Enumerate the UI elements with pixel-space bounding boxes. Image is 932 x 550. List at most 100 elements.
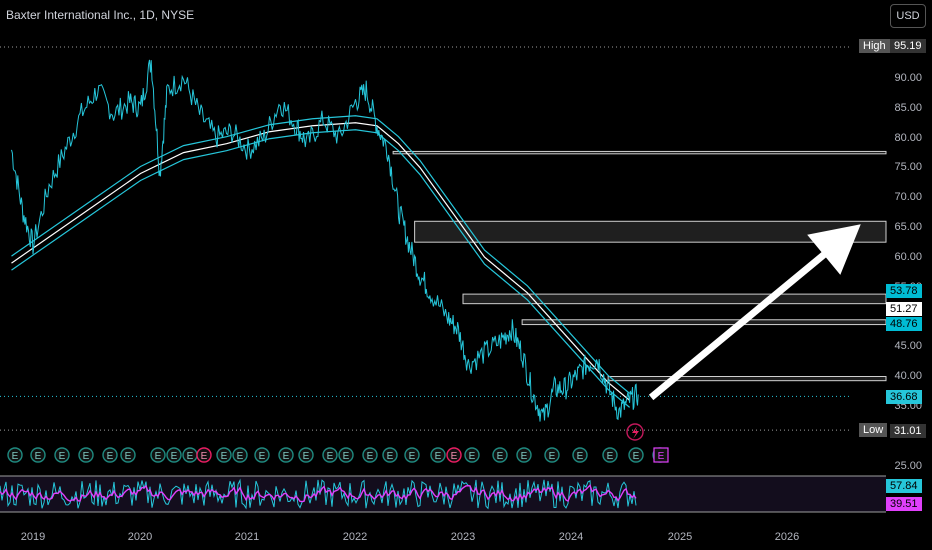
earnings-event-ring bbox=[492, 447, 508, 463]
earnings-event-letter: E bbox=[283, 451, 290, 462]
earnings-event-icon: E bbox=[182, 447, 198, 463]
earnings-event-icon: E bbox=[362, 447, 378, 463]
projection-arrow[interactable] bbox=[648, 224, 861, 401]
earnings-event-letter: E bbox=[35, 451, 42, 462]
earnings-event-icon: E bbox=[602, 447, 618, 463]
ma-lower-band bbox=[11, 129, 631, 408]
oscillator-value-primary: 57.84 bbox=[886, 479, 922, 493]
time-tick-label: 2026 bbox=[774, 531, 800, 543]
earnings-event-icon: E bbox=[78, 447, 94, 463]
earnings-event-icon: E bbox=[30, 447, 46, 463]
earnings-event-icon: E bbox=[516, 447, 532, 463]
earnings-event-icon: E bbox=[628, 447, 644, 463]
earnings-event-letter: E bbox=[497, 451, 504, 462]
earnings-event-letter: E bbox=[577, 451, 584, 462]
earnings-event-ring bbox=[464, 447, 480, 463]
price-line bbox=[11, 59, 639, 422]
earnings-event-icon: E bbox=[102, 447, 118, 463]
price-marker: 53.78 bbox=[886, 284, 922, 298]
earnings-event-ring bbox=[120, 447, 136, 463]
earnings-event-letter: E bbox=[83, 451, 90, 462]
earnings-event-ring bbox=[254, 447, 270, 463]
earnings-events-row: EEEEEEEEEEEEEEEEEEEEEEEEEEEEEEE bbox=[7, 423, 669, 463]
upcoming-earnings-letter: E bbox=[658, 451, 665, 462]
zone-rect bbox=[521, 319, 887, 326]
price-tick-label: 60.00 bbox=[894, 251, 922, 263]
time-tick-label: 2021 bbox=[234, 531, 260, 543]
lightning-icon bbox=[626, 423, 644, 441]
price-marker: 48.76 bbox=[886, 317, 922, 331]
earnings-event-icon: E bbox=[338, 447, 354, 463]
earnings-event-icon: E bbox=[544, 447, 560, 463]
earnings-event-letter: E bbox=[221, 451, 228, 462]
earnings-event-icon: E bbox=[7, 447, 23, 463]
earnings-event-ring bbox=[572, 447, 588, 463]
earnings-event-icon: E bbox=[404, 447, 420, 463]
time-tick-label: 2020 bbox=[127, 531, 153, 543]
price-tick-label: 85.00 bbox=[894, 102, 922, 114]
earnings-event-letter: E bbox=[387, 451, 394, 462]
lightning-icon-ring bbox=[626, 423, 644, 441]
earnings-event-letter: E bbox=[409, 451, 416, 462]
earnings-event-letter: E bbox=[59, 451, 66, 462]
earnings-event-ring bbox=[54, 447, 70, 463]
zone-rect bbox=[414, 220, 887, 243]
earnings-event-letter: E bbox=[521, 451, 528, 462]
earnings-event-ring bbox=[544, 447, 560, 463]
price-tick-label: 45.00 bbox=[894, 340, 922, 352]
earnings-event-icon: E bbox=[572, 447, 588, 463]
time-tick-label: 2023 bbox=[450, 531, 476, 543]
earnings-event-icon: E bbox=[54, 447, 70, 463]
earnings-event-letter: E bbox=[607, 451, 614, 462]
earnings-event-letter: E bbox=[187, 451, 194, 462]
symbol-title: Baxter International Inc., 1D, NYSE bbox=[6, 8, 195, 22]
earnings-event-letter: E bbox=[12, 451, 19, 462]
price-series bbox=[11, 59, 639, 422]
time-tick-label: 2025 bbox=[667, 531, 693, 543]
earnings-event-icon: E bbox=[298, 447, 314, 463]
earnings-event-icon: E bbox=[254, 447, 270, 463]
earnings-event-icon: E bbox=[464, 447, 480, 463]
earnings-event-icon: E bbox=[216, 447, 232, 463]
price-marker: 51.27 bbox=[886, 302, 922, 316]
oscillator-line-primary bbox=[0, 478, 637, 510]
earnings-event-ring bbox=[516, 447, 532, 463]
earnings-event-icon: E bbox=[430, 447, 446, 463]
earnings-event-letter: E bbox=[469, 451, 476, 462]
earnings-event-letter: E bbox=[633, 451, 640, 462]
earnings-event-letter: E bbox=[327, 451, 334, 462]
high-value: 95.19 bbox=[890, 39, 926, 53]
price-tick-label: 40.00 bbox=[894, 370, 922, 382]
earnings-event-icon: E bbox=[196, 447, 212, 463]
earnings-event-ring bbox=[382, 447, 398, 463]
price-tick-label: 80.00 bbox=[894, 132, 922, 144]
earnings-event-icon: E bbox=[120, 447, 136, 463]
time-tick-label: 2022 bbox=[342, 531, 368, 543]
low-label: Low bbox=[859, 423, 888, 437]
currency-button[interactable]: USD bbox=[890, 4, 926, 28]
earnings-event-ring bbox=[102, 447, 118, 463]
high-label: High bbox=[859, 39, 890, 53]
earnings-event-letter: E bbox=[451, 451, 458, 462]
price-tick-label: 70.00 bbox=[894, 191, 922, 203]
earnings-event-letter: E bbox=[303, 451, 310, 462]
zone-rect bbox=[392, 150, 887, 155]
earnings-event-letter: E bbox=[237, 451, 244, 462]
price-tick-label: 75.00 bbox=[894, 161, 922, 173]
lightning-icon-bolt bbox=[632, 426, 639, 439]
low-value: 31.01 bbox=[890, 424, 926, 438]
earnings-event-ring bbox=[628, 447, 644, 463]
resistance-zones bbox=[392, 150, 887, 382]
earnings-event-icon: E bbox=[446, 447, 462, 463]
earnings-event-letter: E bbox=[549, 451, 556, 462]
ma-center-line bbox=[11, 122, 631, 401]
arrow-shape[interactable] bbox=[648, 224, 861, 401]
zone-rect bbox=[607, 376, 887, 382]
time-tick-label: 2024 bbox=[558, 531, 584, 543]
earnings-event-icon: E bbox=[166, 447, 182, 463]
earnings-event-ring bbox=[78, 447, 94, 463]
earnings-event-ring bbox=[404, 447, 420, 463]
earnings-event-letter: E bbox=[125, 451, 132, 462]
earnings-event-ring bbox=[216, 447, 232, 463]
